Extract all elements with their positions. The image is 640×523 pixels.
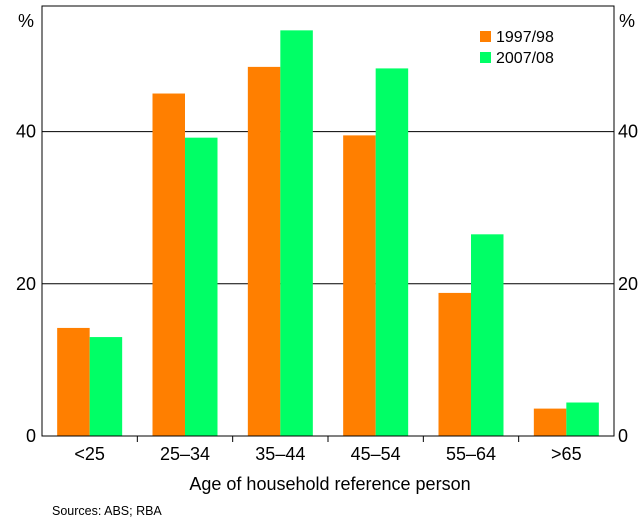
y-tick-label-left: 0: [26, 426, 36, 446]
source-note: Sources: ABS; RBA: [52, 504, 162, 518]
legend-swatch: [480, 52, 491, 63]
bar-1997-98: [438, 292, 471, 436]
y-tick-label-right: 20: [618, 274, 638, 294]
bar-1997-98: [247, 66, 281, 437]
bar-1997-98: [343, 135, 376, 436]
plot-frame: [41, 5, 615, 437]
bars: [57, 30, 599, 437]
bar-2007-08: [566, 402, 599, 436]
x-tick-label: 35–44: [255, 444, 305, 464]
y-tick-label-right: 40: [618, 122, 638, 142]
left-axis-unit: %: [18, 11, 34, 31]
legend-swatch: [480, 31, 491, 42]
bar-2007-08: [471, 234, 504, 436]
bar-2007-08: [280, 30, 313, 437]
bar-1997-98: [57, 327, 90, 436]
legend: 1997/98 2007/08: [480, 29, 554, 67]
bar-1997-98: [533, 408, 567, 436]
gridlines: [42, 131, 614, 285]
tick-labels: 0 0 20 20 40 40 <25 25–34 35–44 45–54 55–64 >65: [16, 122, 638, 464]
x-tick-label: 25–34: [160, 444, 210, 464]
right-axis-unit: %: [619, 11, 635, 31]
legend-label: 1997/98: [496, 29, 554, 46]
x-tick-label: 45–54: [351, 444, 401, 464]
y-tick-label-left: 20: [16, 274, 36, 294]
x-tick-label: >65: [551, 444, 582, 464]
x-tick-label: <25: [74, 444, 105, 464]
x-axis-label: Age of household reference person: [189, 474, 470, 494]
y-tick-label-left: 40: [16, 122, 36, 142]
bar-1997-98: [152, 93, 185, 436]
y-tick-label-right: 0: [618, 426, 628, 446]
bar-2007-08: [89, 337, 123, 436]
legend-label: 2007/08: [496, 50, 554, 67]
x-tick-label: 55–64: [446, 444, 496, 464]
bar-2007-08: [375, 68, 409, 437]
bar-2007-08: [185, 137, 218, 437]
